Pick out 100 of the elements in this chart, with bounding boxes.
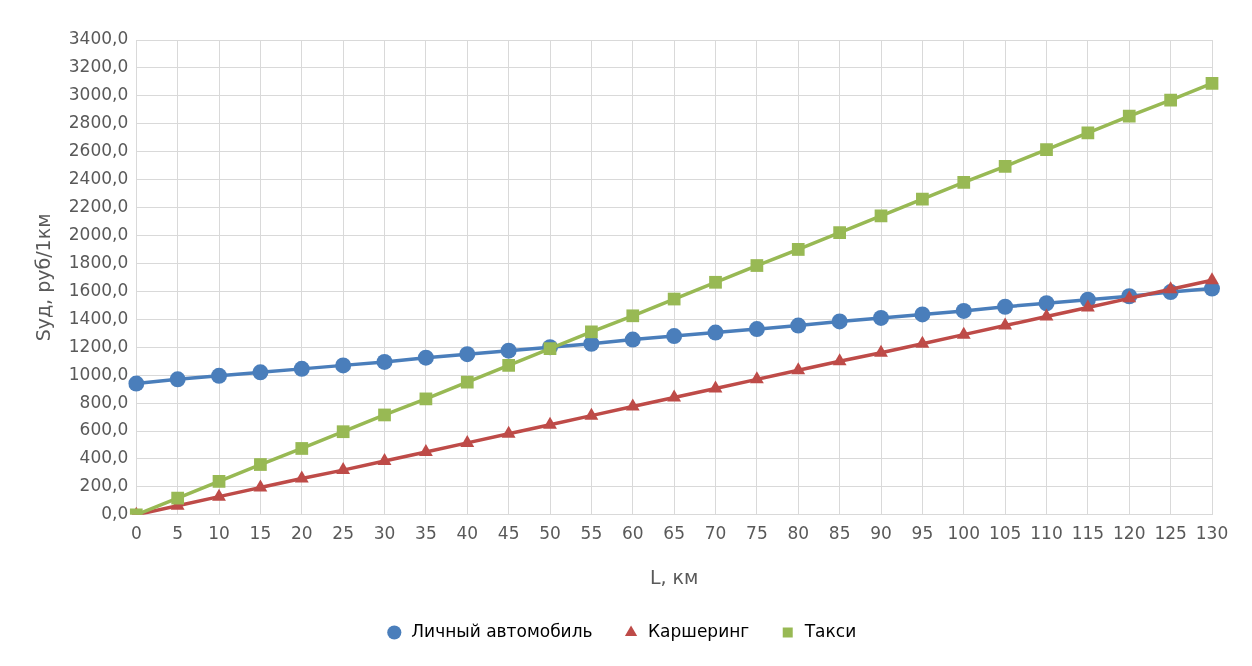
point — [955, 302, 972, 319]
point — [169, 371, 186, 388]
x-tick-label: 20 — [290, 523, 313, 544]
point — [336, 462, 351, 475]
point — [502, 359, 516, 372]
point — [956, 326, 971, 339]
y-tick-label: 0,0 — [101, 503, 129, 524]
x-tick-label: 0 — [130, 523, 142, 544]
x-tick-label: 105 — [988, 523, 1022, 544]
x-tick-label: 90 — [870, 523, 892, 544]
x-tick-label: 115 — [1071, 523, 1105, 544]
y-tick-label: 1600,0 — [68, 279, 129, 300]
x-tick-label: 40 — [456, 523, 479, 544]
point — [626, 309, 640, 323]
point — [378, 408, 391, 422]
point — [252, 364, 269, 381]
point — [915, 335, 930, 348]
x-tick-label: 110 — [1030, 523, 1063, 544]
point — [790, 317, 807, 334]
x-tick-label: 45 — [497, 523, 520, 544]
y-tick-label: 2400,0 — [68, 168, 129, 189]
y-tick-label: 2000,0 — [68, 223, 129, 244]
y-tick-label: 1800,0 — [68, 251, 129, 272]
point — [293, 360, 310, 377]
x-tick-label: 70 — [704, 523, 727, 544]
point — [666, 328, 683, 345]
y-tick-label: 200,0 — [79, 475, 129, 496]
y-tick-label: 3400,0 — [68, 28, 129, 49]
y-tick-label: 1400,0 — [68, 307, 129, 328]
x-tick-label: 55 — [580, 523, 603, 544]
x-tick-label: 100 — [947, 523, 980, 544]
point — [377, 453, 392, 466]
point — [748, 321, 765, 338]
point — [253, 479, 268, 492]
point — [791, 243, 805, 256]
x-tick-label: 30 — [373, 523, 396, 544]
y-tick-label: 1200,0 — [68, 335, 129, 356]
x-tick-label: 120 — [1113, 523, 1146, 544]
point — [501, 425, 516, 438]
y-tick-label: 400,0 — [79, 447, 129, 468]
point — [707, 324, 724, 341]
point — [336, 425, 350, 439]
point — [667, 292, 681, 306]
point — [874, 344, 888, 357]
point — [459, 346, 476, 363]
point — [585, 325, 598, 339]
point — [914, 306, 931, 323]
point — [212, 474, 226, 488]
point — [749, 371, 764, 384]
point — [624, 331, 641, 348]
point — [957, 176, 971, 189]
x-tick-label: 80 — [787, 523, 810, 544]
point — [1164, 93, 1177, 107]
point — [500, 342, 517, 359]
x-tick-label: 5 — [172, 523, 184, 544]
point — [1205, 272, 1219, 285]
x-tick-label: 95 — [911, 523, 934, 544]
y-tick-label: 2600,0 — [68, 140, 129, 161]
x-tick-label: 50 — [539, 523, 561, 544]
x-tick-label: 15 — [249, 523, 272, 544]
point — [833, 226, 846, 240]
point — [211, 367, 228, 384]
point — [543, 416, 557, 429]
y-tick-label: 600,0 — [79, 419, 129, 440]
point — [335, 357, 352, 374]
legend-label: Такси — [803, 620, 857, 641]
point — [418, 443, 433, 456]
point — [832, 353, 847, 366]
point — [1163, 281, 1178, 294]
x-tick-label: 65 — [663, 523, 685, 544]
x-tick-label: 25 — [332, 523, 354, 544]
y-tick-label: 3200,0 — [68, 56, 129, 77]
y-tick-label: 2800,0 — [68, 112, 129, 133]
x-tick-label: 75 — [746, 523, 768, 544]
point — [294, 470, 309, 483]
point — [295, 442, 309, 455]
x-tick-label: 10 — [208, 523, 230, 544]
point — [212, 488, 226, 501]
point — [791, 362, 806, 375]
point — [584, 407, 599, 420]
y-tick-label: 3000,0 — [68, 84, 129, 105]
point — [254, 458, 267, 471]
x-tick-label: 130 — [1195, 523, 1229, 544]
point — [998, 160, 1012, 173]
point — [708, 380, 723, 393]
y-tick-label: 2200,0 — [68, 196, 129, 216]
point — [1040, 143, 1053, 156]
point — [916, 192, 929, 206]
point — [709, 275, 722, 289]
point — [376, 353, 393, 370]
point — [750, 259, 764, 272]
point — [1080, 299, 1095, 312]
point — [1122, 109, 1136, 123]
point — [997, 298, 1014, 315]
point — [460, 375, 474, 389]
y-tick-label: 1000,0 — [68, 363, 129, 384]
x-tick-label: 125 — [1154, 523, 1187, 544]
point — [128, 375, 145, 392]
x-tick-label: 35 — [415, 523, 437, 544]
legend-label: Каршеринг — [648, 620, 750, 641]
